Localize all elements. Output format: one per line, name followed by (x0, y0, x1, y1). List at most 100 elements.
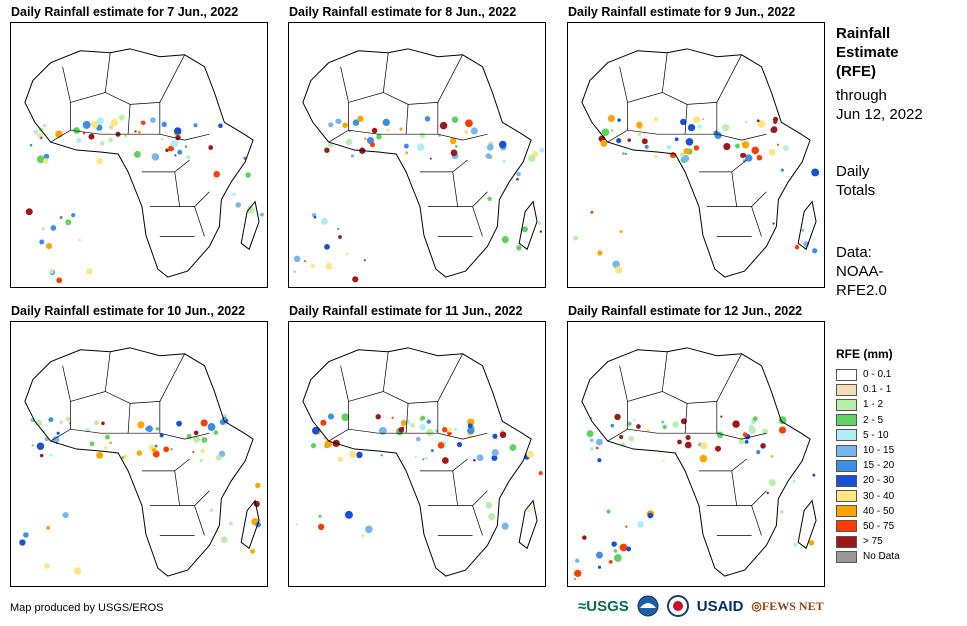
rainfall-patch (352, 276, 359, 283)
rainfall-patch (43, 153, 50, 160)
rainfall-patch (768, 148, 776, 156)
rainfall-patch (611, 129, 614, 132)
legend-item: 30 - 40 (836, 489, 900, 504)
rainfall-patch (369, 142, 376, 148)
country-border (194, 206, 205, 237)
rainfall-patch (672, 421, 679, 428)
rainfall-patch (491, 454, 498, 461)
rainfall-patch (610, 423, 615, 428)
rainfall-patch (772, 222, 775, 225)
rainfall-patch (31, 444, 34, 447)
rainfall-patch (398, 427, 405, 433)
rainfall-patch (488, 513, 496, 521)
rainfall-patch (336, 118, 342, 125)
legend-swatch (836, 429, 857, 442)
rainfall-patch (574, 569, 582, 578)
rainfall-patch (124, 134, 127, 137)
rainfall-patch (363, 259, 366, 262)
rainfall-patch (399, 127, 403, 131)
rainfall-patch (426, 419, 431, 424)
rainfall-patch (644, 144, 649, 149)
rainfall-patch (213, 430, 219, 435)
rainfall-patch (104, 446, 108, 450)
rainfall-patch (200, 448, 205, 454)
rainfall-patch (661, 420, 665, 424)
rainfall-map-5 (288, 321, 546, 587)
country-border (751, 206, 762, 237)
rainfall-patch (39, 453, 44, 458)
country-border (731, 171, 738, 207)
country-border (70, 391, 131, 434)
rainfall-patch (723, 142, 731, 151)
rainfall-patch (71, 213, 76, 218)
rainfall-patch (36, 133, 40, 137)
rainfall-patch (716, 431, 724, 439)
rainfall-patch (317, 523, 325, 531)
legend-label: 10 - 15 (863, 445, 895, 457)
country-border (104, 351, 111, 392)
rainfall-patch (632, 418, 636, 421)
country-border (437, 353, 463, 402)
sidebar-totals: Daily Totals (836, 162, 875, 200)
panel-title-3: Daily Rainfall estimate for 9 Jun., 2022 (568, 5, 796, 19)
rainfall-patch (683, 148, 690, 155)
legend-label: 15 - 20 (863, 460, 895, 472)
rainfall-patch (700, 442, 708, 450)
legend-item: 1 - 2 (836, 397, 900, 412)
rainfall-patch (794, 244, 800, 250)
country-border (452, 470, 459, 506)
africa-map-svg (24, 48, 264, 284)
country-border (687, 401, 718, 434)
rainfall-patch (365, 525, 373, 534)
rainfall-patch (768, 479, 776, 487)
sidebar-data-line2: NOAA- (836, 263, 884, 280)
rainfall-patch (582, 535, 587, 540)
country-border (472, 505, 483, 536)
legend-label: 0.1 - 1 (863, 384, 892, 396)
rainfall-patch (255, 482, 261, 489)
rainfall-patch (734, 143, 740, 149)
rainfall-patch (137, 421, 145, 429)
rainfall-patch (342, 122, 348, 129)
madagascar-outline (518, 200, 538, 251)
rainfall-patch (627, 421, 632, 426)
legend-swatch (836, 505, 857, 518)
country-border (141, 159, 190, 173)
rainfall-patch (154, 444, 158, 448)
rainfall-patch (451, 116, 459, 123)
rainfall-patch (39, 239, 45, 245)
legend-title: RFE (mm) (836, 347, 893, 361)
rainfall-patch (801, 228, 805, 232)
country-border (62, 66, 71, 131)
rainfall-patch (685, 138, 694, 146)
legend-label: 1 - 2 (863, 399, 884, 411)
rainfall-patch (328, 122, 334, 128)
country-border (661, 52, 668, 93)
rainfall-patch (744, 440, 749, 444)
rainfall-patch (608, 559, 613, 564)
madagascar-outline (797, 499, 817, 550)
rainfall-patch (96, 117, 105, 125)
rainfall-patch (324, 147, 330, 153)
rainfall-patch (449, 137, 457, 145)
rainfall-patch (228, 521, 233, 526)
rainfall-patch (19, 539, 26, 546)
rainfall-patch (49, 269, 54, 274)
rainfall-patch (174, 127, 182, 135)
panel-title-1: Daily Rainfall estimate for 7 Jun., 2022 (11, 5, 239, 19)
sidebar-through-label: through (836, 87, 887, 104)
rainfall-patch (136, 450, 143, 456)
rainfall-patch (470, 127, 478, 135)
country-border (716, 353, 742, 402)
rainfall-patch (184, 145, 188, 148)
rainfall-patch (225, 419, 229, 422)
rainfall-patch (416, 436, 421, 442)
legend-item: No Data (836, 549, 900, 564)
rainfall-patch (161, 121, 167, 128)
country-border (382, 351, 389, 392)
rainfall-patch (770, 455, 774, 458)
rainfall-patch (410, 423, 415, 428)
rainfall-patch (344, 510, 353, 519)
rainfall-patch (419, 423, 426, 431)
rainfall-patch (491, 449, 499, 457)
